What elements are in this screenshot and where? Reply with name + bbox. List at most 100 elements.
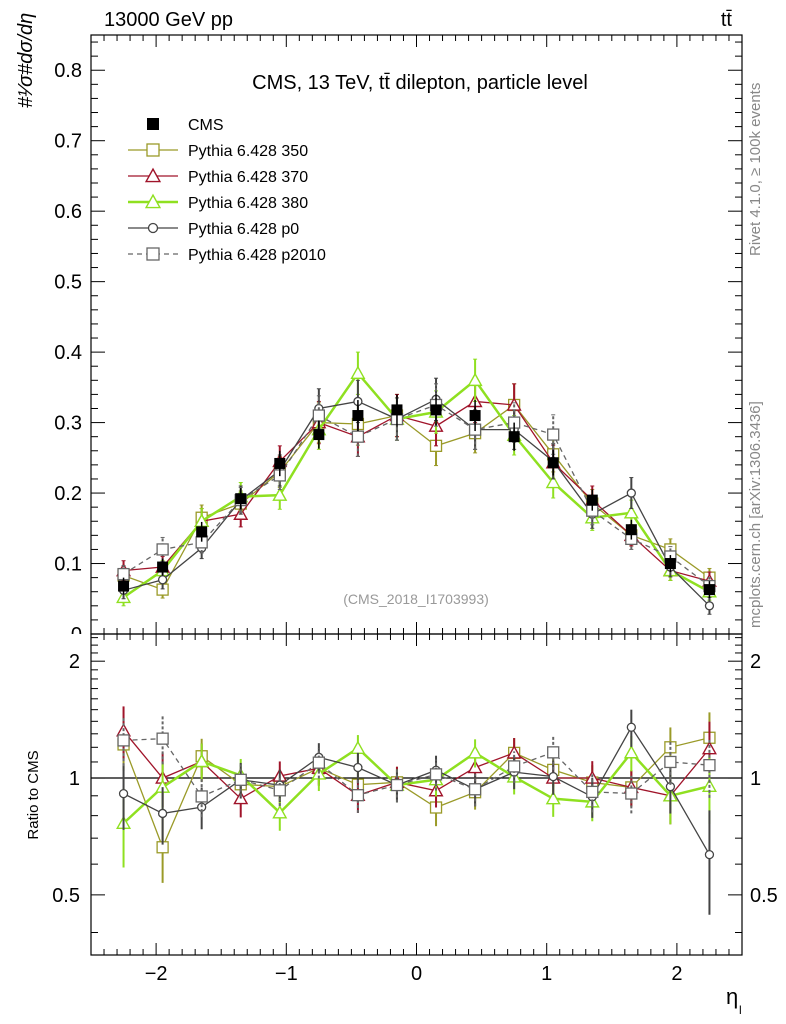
ratio-y-tick-label-right: 1 — [750, 768, 761, 790]
y-axis-label-text: #¹⁄σ#dσ/dη — [15, 13, 37, 108]
series-cms — [118, 394, 715, 599]
series-line — [123, 398, 710, 607]
ratio-point — [623, 744, 639, 759]
y-tick-label: 0.3 — [54, 413, 82, 435]
x-tick-label: 0 — [411, 963, 422, 985]
data-point — [156, 543, 169, 556]
x-tick-label: −2 — [145, 963, 168, 985]
y-tick-label: 0.8 — [54, 60, 82, 82]
series-line — [123, 400, 710, 582]
ratio-point — [234, 773, 247, 786]
rivet-label-text: Rivet 4.1.0, ≥ 100k events — [747, 83, 764, 256]
data-point — [312, 409, 326, 422]
y-tick-label: 0.7 — [54, 131, 82, 153]
y-axis-label: #¹⁄σ#dσ/dη — [15, 13, 37, 108]
x-axis-label: η — [726, 984, 738, 1009]
data-point — [235, 493, 247, 505]
data-point — [547, 428, 560, 441]
ratio-point — [351, 789, 365, 802]
legend-marker — [146, 143, 160, 157]
ratio-point — [468, 783, 482, 796]
ratio-point — [545, 790, 561, 805]
legend-label: Pythia 6.428 p2010 — [188, 247, 326, 264]
data-point — [430, 404, 442, 416]
ratio-point — [390, 778, 404, 792]
legend-item-pythia-6-428-380: Pythia 6.428 380 — [128, 193, 308, 212]
ratio-y-tick-label-right: 2 — [750, 651, 761, 673]
legend-item-pythia-6-428-p0: Pythia 6.428 p0 — [128, 221, 299, 238]
mcplots-label-text: mcplots.cern.ch [arXiv:1306.3436] — [747, 401, 764, 628]
ratio-y-label: Ratio to CMS — [25, 750, 42, 839]
ratio-series-line — [123, 737, 710, 798]
main-axes: 0.1 0.2 0.3 0.4 0.5 0.6 0.7 0.8 0 — [54, 35, 743, 646]
data-point — [623, 505, 639, 519]
ratio-point — [353, 762, 363, 773]
legend-label: Pythia 6.428 370 — [188, 169, 308, 186]
legend-item-pythia-6-428-370: Pythia 6.428 370 — [128, 167, 308, 186]
data-point — [157, 575, 168, 585]
ratio-point — [429, 768, 443, 781]
data-point — [118, 580, 130, 592]
ratio-axes: −2 −1 0 1 2 0.5 0.5 1 1 2 2 — [52, 634, 778, 985]
ratio-series-layer — [116, 706, 717, 915]
process-label: tt̄ — [721, 9, 733, 31]
ratio-series-line — [122, 737, 710, 850]
y-tick-label-zero: 0 — [71, 624, 82, 646]
legend-item-cms: CMS — [147, 117, 224, 134]
ratio-series-line — [123, 730, 710, 800]
legend-marker — [144, 193, 162, 209]
ratio-point — [156, 732, 169, 745]
series-pythia-6-428-380 — [116, 351, 717, 607]
ratio-point — [701, 740, 717, 755]
ratio-point — [626, 722, 636, 732]
series-pythia-6-428-p0 — [118, 377, 715, 615]
data-point — [350, 365, 366, 380]
ratio-point — [157, 808, 168, 819]
data-point — [704, 601, 715, 611]
data-point — [586, 494, 598, 506]
y-tick-label: 0.2 — [54, 483, 82, 505]
x-tick-label: 2 — [671, 963, 682, 985]
y-tick-label: 0.4 — [54, 342, 82, 364]
ratio-y-tick-label: 0.5 — [52, 885, 80, 907]
chart-title: CMS, 13 TeV, tt̄ dilepton, particle leve… — [252, 72, 588, 94]
legend-label: Pythia 6.428 350 — [188, 143, 308, 160]
analysis-id: (CMS_2018_I1703993) — [343, 591, 489, 607]
data-point — [157, 561, 169, 573]
data-point — [351, 430, 365, 443]
energy-label: 13000 GeV pp — [104, 9, 233, 31]
x-tick-label: −1 — [275, 963, 298, 985]
data-point — [391, 404, 403, 416]
ratio-series-line — [122, 746, 710, 825]
ratio-series-pythia-6-428-p2010 — [117, 716, 716, 818]
ratio-point — [117, 734, 130, 747]
data-point — [467, 372, 483, 387]
series-line — [123, 404, 710, 591]
ratio-point — [547, 746, 560, 759]
legend-marker — [144, 167, 162, 183]
legend-marker — [147, 118, 159, 130]
data-point — [664, 558, 676, 570]
data-point — [545, 474, 561, 489]
series-line — [122, 371, 711, 599]
ratio-point — [586, 785, 599, 799]
legend-item-pythia-6-428-p2010: Pythia 6.428 p2010 — [128, 247, 326, 264]
ratio-point — [548, 771, 558, 782]
ratio-point — [664, 755, 677, 769]
data-point — [508, 431, 520, 443]
rivet-label: Rivet 4.1.0, ≥ 100k events — [747, 83, 764, 256]
legend: CMS Pythia 6.428 350 Pythia 6.428 370 Pythi… — [128, 117, 326, 264]
ratio-point — [195, 790, 208, 803]
data-point — [196, 526, 208, 538]
x-tick-label: 1 — [541, 963, 552, 985]
y-tick-label: 0.5 — [54, 272, 82, 294]
y-tick-label: 0.6 — [54, 201, 82, 223]
ratio-y-tick-label: 1 — [69, 768, 80, 790]
ratio-y-tick-label: 2 — [69, 651, 80, 673]
ratio-point — [625, 787, 638, 800]
legend-label: CMS — [188, 117, 224, 134]
ratio-point — [272, 804, 288, 819]
data-point — [625, 524, 637, 536]
ratio-point — [312, 756, 326, 769]
